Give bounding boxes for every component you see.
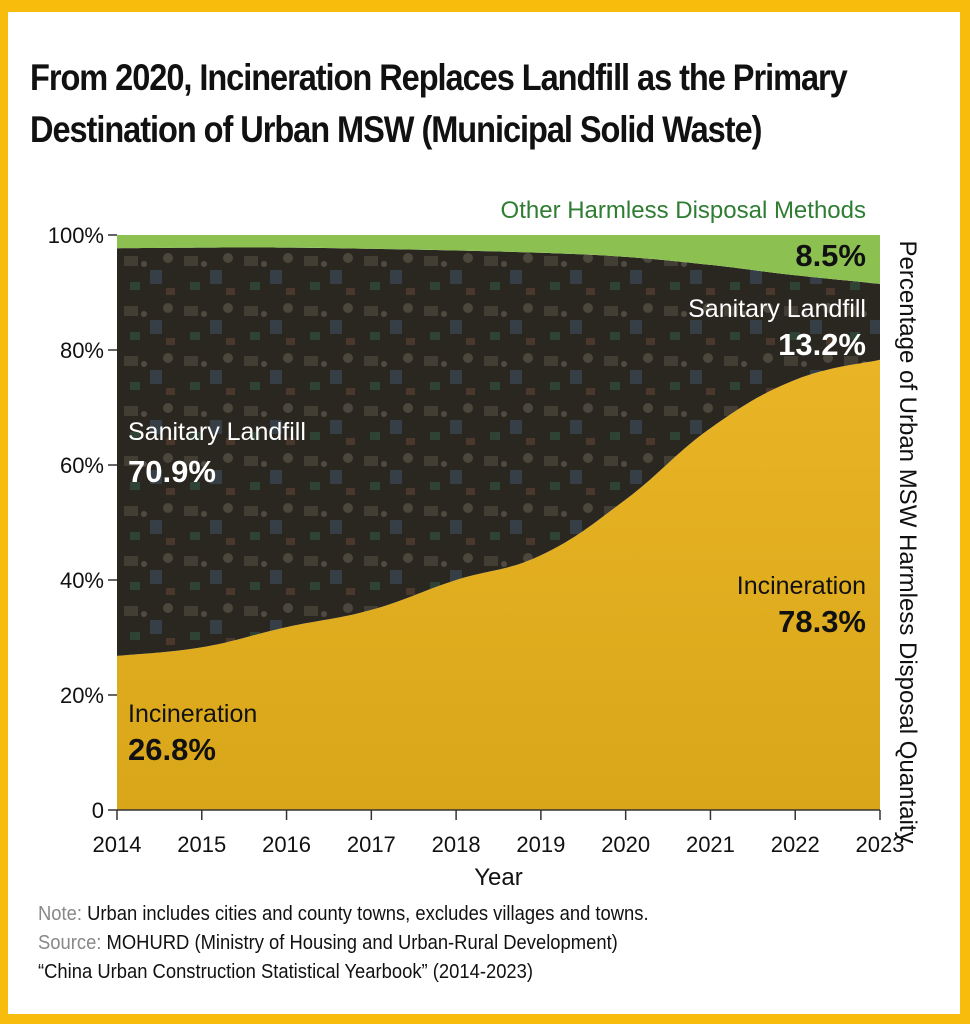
footnotes: Note: Urban includes cities and county t… [38, 900, 649, 987]
label-incineration-2023: Incineration [737, 572, 866, 600]
value-landfill-2023: 13.2% [778, 327, 866, 362]
label-other-methods: Other Harmless Disposal Methods [501, 197, 866, 224]
value-other-2023: 8.5% [795, 238, 866, 273]
note-line: Note: Urban includes cities and county t… [38, 900, 649, 929]
value-incineration-2014: 26.8% [128, 732, 216, 767]
label-incineration-2014: Incineration [128, 700, 257, 728]
value-landfill-2014: 70.9% [128, 454, 216, 489]
annotation-labels: Sanitary Landfill 70.9% Incineration 26.8% O… [128, 197, 866, 767]
source-line: Source: MOHURD (Ministry of Housing and … [38, 929, 649, 958]
chart-title: From 2020, Incineration Replaces Landfil… [30, 52, 848, 156]
x-tick-label: 2015 [177, 832, 226, 857]
x-tick-label: 2021 [686, 832, 735, 857]
y-tick-label: 80% [60, 338, 104, 363]
x-tick-label: 2023 [856, 832, 905, 857]
area-sanitary-landfill [117, 247, 880, 656]
x-tick-label: 2018 [432, 832, 481, 857]
source-text: MOHURD (Ministry of Housing and Urban-Ru… [101, 932, 618, 954]
x-tick-label: 2014 [93, 832, 142, 857]
source-label: Source: [38, 932, 102, 954]
note-text: Urban includes cities and county towns, … [81, 903, 649, 925]
stacked-areas [117, 235, 880, 810]
x-tick-label: 2019 [516, 832, 565, 857]
y-tick-label: 20% [60, 683, 104, 708]
value-incineration-2023: 78.3% [778, 604, 866, 639]
y-tick-label: 100% [48, 223, 104, 248]
title-line-1: From 2020, Incineration Replaces Landfil… [30, 57, 848, 98]
y-tick-label: 40% [60, 568, 104, 593]
area-other-methods [117, 235, 880, 284]
y-axis-title: Percentage of Urban MSW Harmless Disposa… [894, 241, 921, 844]
axes: 0 20% 40% 60% 80% 100% 2014 2015 2016 2017 2018 201… [48, 223, 921, 891]
label-landfill-2014: Sanitary Landfill [128, 418, 306, 446]
title-line-2: Destination of Urban MSW (Municipal Soli… [30, 109, 762, 150]
y-tick-label: 60% [60, 453, 104, 478]
x-tick-label: 2016 [262, 832, 311, 857]
y-tick-label: 0 [92, 798, 104, 823]
note-label: Note: [38, 903, 82, 925]
x-tick-label: 2020 [601, 832, 650, 857]
source-line-2: “China Urban Construction Statistical Ye… [38, 961, 534, 983]
area-incineration [117, 359, 880, 810]
x-axis-title: Year [474, 864, 523, 891]
x-tick-label: 2022 [771, 832, 820, 857]
x-tick-label: 2017 [347, 832, 396, 857]
label-landfill-2023: Sanitary Landfill [688, 295, 866, 323]
